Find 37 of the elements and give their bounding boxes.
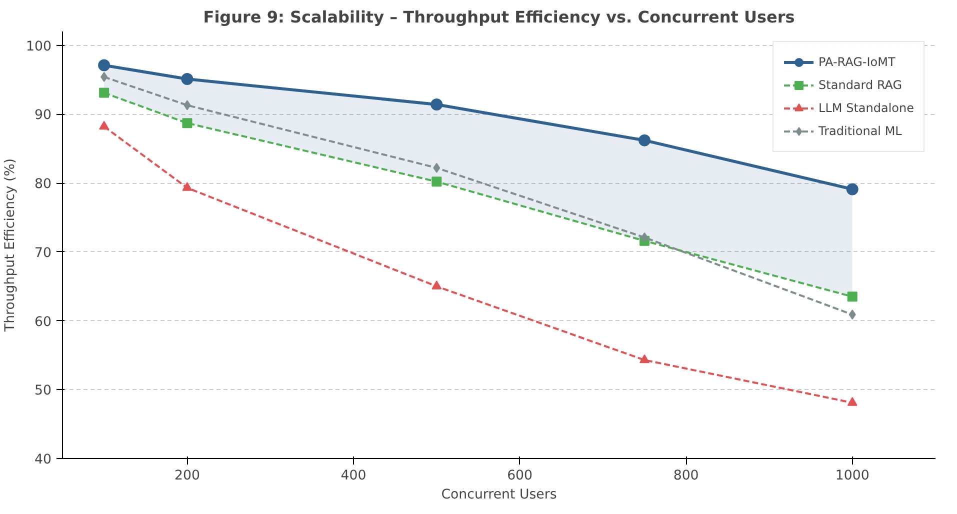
y-tick-label: 90 xyxy=(34,108,52,124)
point xyxy=(640,354,650,364)
y-tick-label: 60 xyxy=(34,314,52,330)
legend-label: PA-RAG-IoMT xyxy=(818,55,896,69)
legend-label: Standard RAG xyxy=(818,78,902,92)
x-tick-label: 600 xyxy=(507,468,533,484)
point xyxy=(432,176,442,187)
point xyxy=(98,59,110,72)
chart-title: Figure 9: Scalability – Throughput Efficiency vs. Concurrent Users xyxy=(203,8,795,26)
y-tick-label: 80 xyxy=(34,177,52,192)
point xyxy=(99,88,110,98)
point xyxy=(848,310,856,320)
y-tick-label: 50 xyxy=(34,384,52,399)
legend-label: LLM Standalone xyxy=(818,101,914,115)
point xyxy=(182,118,192,128)
point xyxy=(638,134,650,146)
point xyxy=(99,120,110,130)
y-axis-title: Throughput Efficiency (%) xyxy=(3,158,18,333)
point xyxy=(432,280,442,290)
point xyxy=(430,98,443,110)
point xyxy=(100,72,108,82)
point xyxy=(181,73,194,86)
y-tick-label: 40 xyxy=(34,452,52,468)
point xyxy=(847,292,858,302)
y-tick-label: 70 xyxy=(34,246,52,261)
legend-label: Traditional ML xyxy=(818,124,902,138)
point xyxy=(182,182,192,191)
point xyxy=(846,183,858,196)
y-tick-label: 100 xyxy=(26,39,52,54)
x-tick-label: 800 xyxy=(673,468,699,484)
point xyxy=(184,100,191,110)
x-tick-label: 1000 xyxy=(835,468,870,484)
x-tick-label: 400 xyxy=(340,468,366,484)
x-axis-title: Concurrent Users xyxy=(441,488,557,502)
x-tick-label: 200 xyxy=(174,468,200,484)
point xyxy=(433,162,440,173)
point xyxy=(847,397,858,406)
